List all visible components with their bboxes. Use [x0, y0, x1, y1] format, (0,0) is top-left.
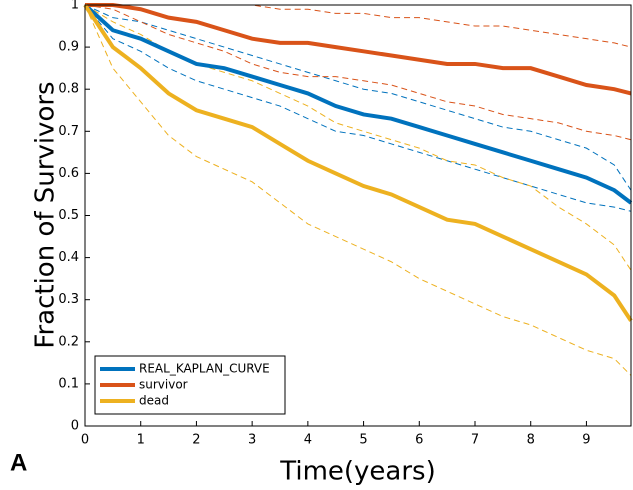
y-tick-label: 0.5	[58, 208, 79, 223]
legend-label: dead	[139, 394, 169, 408]
panel-label: A	[10, 449, 27, 476]
x-tick-label: 5	[359, 433, 367, 448]
survival-curve	[85, 3, 632, 96]
x-axis-label: Time(years)	[279, 457, 435, 487]
legend-label: REAL_KAPLAN_CURVE	[139, 362, 270, 376]
x-tick-label: 9	[582, 433, 590, 448]
lower-bound	[84, 4, 632, 212]
y-tick-label: 0	[71, 419, 79, 434]
y-tick-label: 0.3	[58, 292, 79, 307]
y-tick-label: 0.1	[58, 376, 79, 391]
y-tick-label: 0.7	[58, 124, 79, 139]
y-axis-label: Fraction of Survivors	[31, 81, 61, 348]
y-tick-label: 0.2	[58, 334, 79, 349]
legend-label: survivor	[139, 378, 188, 392]
x-tick-label: 8	[527, 433, 535, 448]
y-tick-label: 0.8	[58, 82, 79, 97]
y-tick-label: 0.4	[58, 250, 79, 265]
x-tick-label: 3	[248, 433, 256, 448]
survival-curve	[83, 3, 633, 322]
upper-bound	[84, 4, 632, 191]
y-tick-label: 1	[71, 0, 79, 13]
x-tick-label: 0	[81, 433, 89, 448]
x-tick-label: 4	[304, 433, 312, 448]
survival-curve	[83, 3, 633, 205]
lower-bound	[84, 4, 632, 376]
x-tick-label: 1	[137, 433, 145, 448]
lower-bound	[84, 4, 632, 141]
x-tick-label: 6	[415, 433, 423, 448]
x-tick-label: 7	[471, 433, 479, 448]
y-tick-label: 0.9	[58, 40, 79, 55]
plot-frame	[84, 4, 632, 427]
x-tick-label: 2	[192, 433, 200, 448]
y-tick-label: 0.6	[58, 166, 79, 181]
